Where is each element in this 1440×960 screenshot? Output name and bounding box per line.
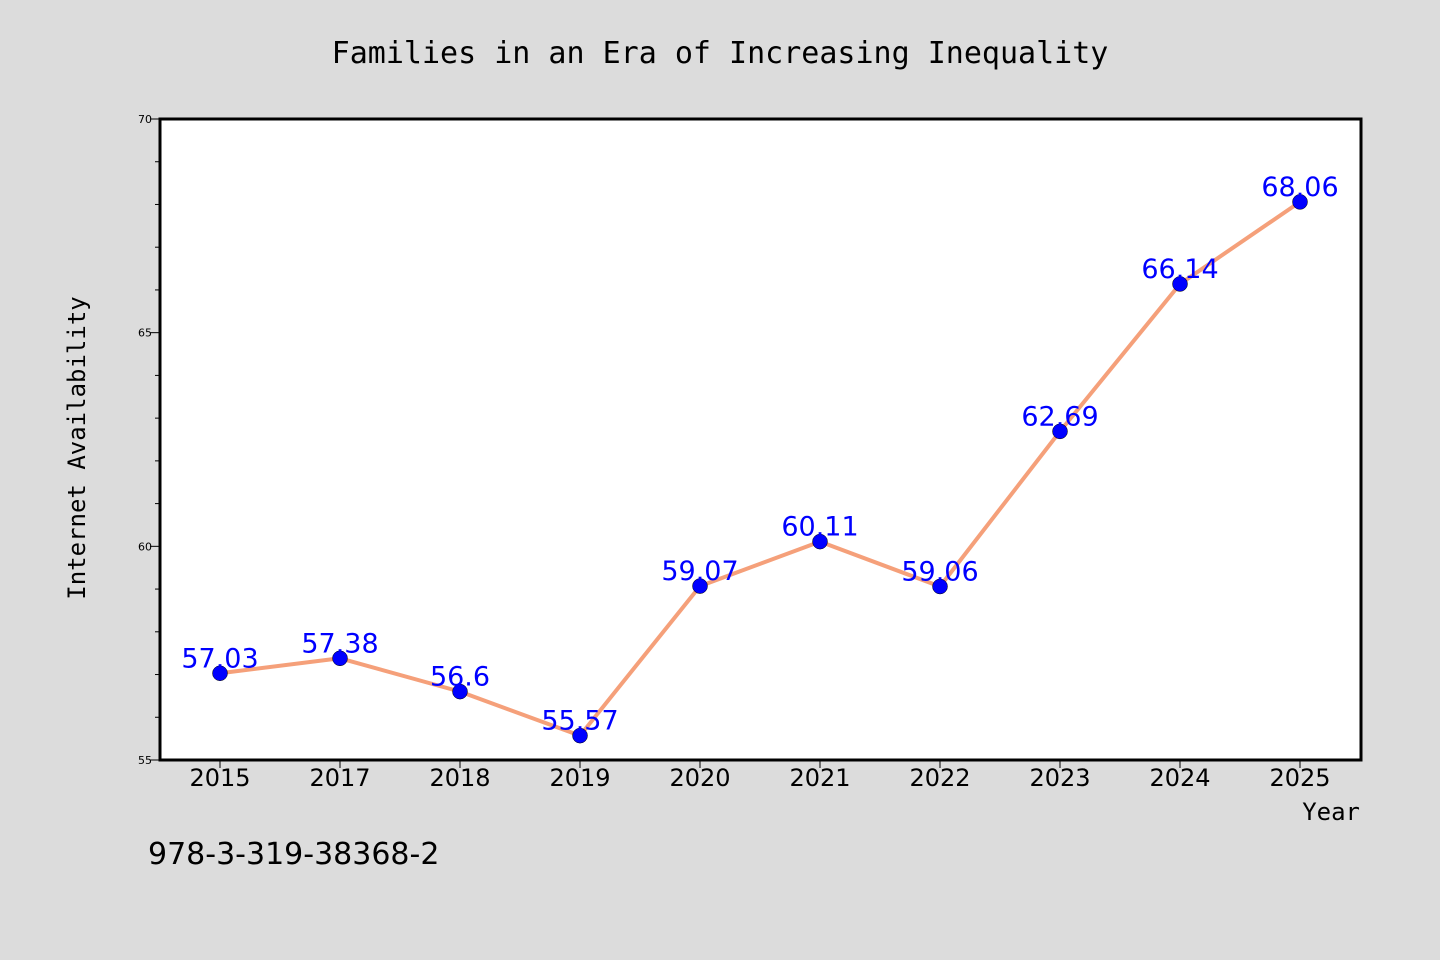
data-point <box>1052 423 1068 440</box>
data-point <box>932 578 948 595</box>
y-tick-label: 55 <box>138 754 152 767</box>
y-tick-label: 60 <box>138 540 152 553</box>
y-tick-label: 70 <box>138 113 152 126</box>
data-label: 56.6 <box>430 662 490 693</box>
data-label: 59.06 <box>901 557 978 588</box>
y-tick-label: 65 <box>138 327 152 340</box>
data-label: 57.38 <box>301 628 378 659</box>
x-tick-label: 2015 <box>189 764 250 792</box>
data-label: 66.14 <box>1141 254 1218 285</box>
x-tick-label: 2023 <box>1029 764 1090 792</box>
x-tick-label: 2019 <box>549 764 610 792</box>
data-label: 57.03 <box>181 643 258 674</box>
plot-area <box>158 117 1363 762</box>
data-label: 59.07 <box>661 556 738 587</box>
data-point <box>812 533 828 550</box>
x-axis-ticks: 2015 2017 2018 2019 2020 2021 2022 2023 2024 2025 <box>189 760 1331 792</box>
y-axis-ticks: 55 60 65 70 <box>138 113 160 767</box>
data-label: 62.69 <box>1021 401 1098 432</box>
data-point <box>332 650 348 667</box>
chart-title: Families in an Era of Increasing Inequal… <box>332 36 1109 71</box>
footnote-text: 978-3-319-38368-2 <box>148 837 439 872</box>
series-line <box>219 200 1302 738</box>
data-point <box>572 727 588 744</box>
data-point <box>452 683 468 700</box>
x-tick-label: 2022 <box>909 764 970 792</box>
x-axis-label: Year <box>1302 798 1360 826</box>
y-axis-label: Internet Availability <box>63 296 91 599</box>
x-tick-label: 2017 <box>309 764 370 792</box>
data-point <box>1172 276 1188 292</box>
data-point <box>212 665 228 682</box>
x-tick-label: 2024 <box>1149 764 1210 792</box>
x-tick-label: 2021 <box>789 764 850 792</box>
series-layer: 57.03 57.38 56.6 55.57 59.07 60.11 59.06 62.69 6… <box>181 172 1339 744</box>
data-label: 60.11 <box>781 512 858 543</box>
x-tick-label: 2025 <box>1269 764 1330 792</box>
data-point <box>692 578 708 594</box>
x-tick-label: 2018 <box>429 764 490 792</box>
data-label: 68.06 <box>1261 172 1338 203</box>
data-point <box>1292 194 1308 210</box>
x-tick-label: 2020 <box>669 764 730 792</box>
data-label: 55.57 <box>541 706 618 737</box>
